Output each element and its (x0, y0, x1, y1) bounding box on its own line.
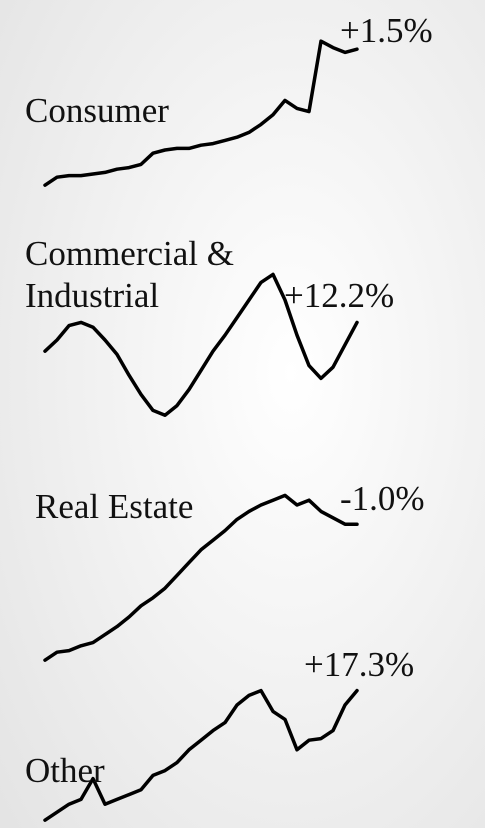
series-label: Commercial & (25, 234, 234, 273)
change-label: +1.5% (340, 11, 433, 50)
series-label: Industrial (25, 276, 159, 315)
change-label: -1.0% (340, 479, 425, 518)
sparkline (43, 39, 359, 187)
change-label: +17.3% (304, 645, 414, 684)
series-label: Consumer (25, 91, 169, 130)
sparkline (43, 272, 359, 417)
sparkline (43, 493, 359, 662)
series-label: Real Estate (35, 487, 193, 526)
series-label: Other (25, 751, 105, 790)
sparkline (43, 688, 359, 822)
change-label: +12.2% (284, 276, 394, 315)
